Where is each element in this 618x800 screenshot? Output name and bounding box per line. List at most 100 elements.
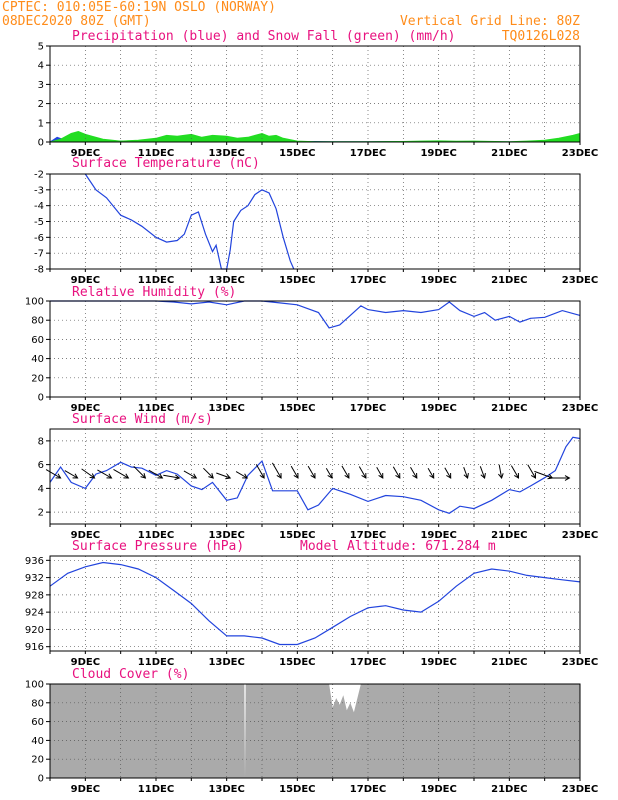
x-tick-label: 9DEC <box>71 275 100 286</box>
y-tick-label: 936 <box>25 556 44 567</box>
y-tick-label: 4 <box>38 484 44 495</box>
x-tick-label: 17DEC <box>350 784 386 795</box>
y-tick-label: 20 <box>31 373 44 384</box>
x-tick-label: 23DEC <box>562 784 598 795</box>
wind-arrow-shaft <box>358 466 367 479</box>
panel-2: -8 -7 -6 -5 -4 -3 -2 9DEC 11DEC 13DEC 15DEC 17DEC 19… <box>34 170 598 287</box>
x-tick-label: 19DEC <box>420 784 456 795</box>
x-tick-label: 13DEC <box>208 403 244 414</box>
x-tick-label: 15DEC <box>279 784 315 795</box>
y-tick-label: 100 <box>25 297 44 308</box>
wind-arrow <box>358 466 367 479</box>
y-tick-label: 1 <box>38 118 44 129</box>
wind-arrow <box>81 468 96 479</box>
panel-6: 0 20 40 60 80 100 9DEC 11DEC 13DEC 15DEC 17DEC 19DE… <box>25 680 598 796</box>
wind-arrow-shaft <box>463 467 469 479</box>
wind-arrow-head <box>395 472 401 479</box>
wind-arrow-head <box>344 472 350 479</box>
wind-arrow-shaft <box>341 465 350 479</box>
y-tick-label: 4 <box>38 61 44 72</box>
wind-arrow-shaft <box>148 469 163 479</box>
wind-arrow-shaft <box>203 467 214 479</box>
y-tick-label: 2 <box>38 508 44 519</box>
y-tick-label: -2 <box>34 170 44 181</box>
x-tick-label: 15DEC <box>279 657 315 668</box>
x-tick-label: 17DEC <box>350 403 386 414</box>
y-tick-label: 924 <box>25 608 44 619</box>
x-tick-label: 23DEC <box>562 530 598 541</box>
x-tick-label: 21DEC <box>491 530 527 541</box>
wind-arrow-head <box>225 473 232 480</box>
wind-arrow-shaft <box>534 470 553 479</box>
wind-arrow-head <box>123 473 130 479</box>
y-tick-label: 6 <box>38 460 44 471</box>
wind-arrow-head <box>242 473 249 479</box>
panel-3: 0 20 40 60 80 100 9DEC 11DEC 13DEC 15DEC 17DEC 19DE… <box>25 297 598 415</box>
wind-arrow-shaft <box>271 462 282 479</box>
y-tick-label: 80 <box>31 698 44 709</box>
x-tick-label: 11DEC <box>138 275 174 286</box>
x-tick-label: 9DEC <box>71 657 100 668</box>
wind-arrow <box>255 464 265 479</box>
y-tick-label: -5 <box>34 217 44 228</box>
wind-arrow <box>392 466 401 479</box>
wind-arrow-head <box>174 474 181 481</box>
wind-arrow-shaft <box>290 465 299 479</box>
panel-frame <box>49 555 581 652</box>
y-tick-label: 920 <box>25 625 44 636</box>
wind-arrow-shaft <box>64 470 78 479</box>
wind-arrow-head <box>446 472 452 479</box>
x-tick-label: 13DEC <box>208 784 244 795</box>
panel-3-title: Relative Humidity (%) <box>72 285 236 300</box>
y-tick-label: 5 <box>38 42 44 53</box>
x-tick-label: 17DEC <box>350 148 386 159</box>
panel-1: 0 1 2 3 4 5 9DEC 11DEC 13DEC 15DEC 17DEC 19DEC 21DEC… <box>38 42 599 160</box>
snowfall-area <box>49 130 581 143</box>
y-tick-label: -3 <box>34 185 44 196</box>
wind-arrow-shaft <box>427 467 435 479</box>
wind-arrow-head <box>463 473 469 479</box>
x-tick-label: 17DEC <box>350 275 386 286</box>
wind-arrow-head <box>89 473 96 479</box>
x-tick-label: 9DEC <box>71 403 100 414</box>
wind-arrow-head <box>564 475 571 481</box>
wind-arrow-head <box>530 472 537 479</box>
wind-arrow-shaft <box>163 474 180 479</box>
x-tick-label: 21DEC <box>491 784 527 795</box>
wind-arrow-shaft <box>235 471 248 479</box>
wind-arrow-head <box>208 473 214 479</box>
wind-arrow <box>479 466 486 479</box>
panel-5: 916 920 924 928 932 936 9DEC 11DEC 13DEC 15DEC 17D… <box>25 555 598 668</box>
x-tick-label: 11DEC <box>138 784 174 795</box>
wind-arrow-shaft <box>527 464 536 479</box>
wind-arrow <box>235 471 249 479</box>
wind-arrow-head <box>327 472 333 479</box>
wind-arrow-head <box>106 473 113 479</box>
wind-arrow <box>64 470 79 479</box>
wind-arrow-head <box>191 473 198 479</box>
x-tick-label: 21DEC <box>491 148 527 159</box>
wind-arrow-head <box>276 472 282 479</box>
series-line <box>84 173 295 270</box>
x-tick-label: 23DEC <box>562 275 598 286</box>
wind-arrow-shaft <box>479 466 486 479</box>
y-tick-label: -8 <box>34 265 44 276</box>
y-tick-label: 916 <box>25 642 44 653</box>
wind-arrow-shaft <box>444 467 452 479</box>
wind-arrow-shaft <box>216 472 231 479</box>
wind-arrow-shaft <box>510 465 519 479</box>
wind-arrow-shaft <box>183 470 197 479</box>
wind-arrow-head <box>140 473 147 479</box>
wind-arrow <box>307 465 316 479</box>
x-tick-label: 13DEC <box>208 530 244 541</box>
wind-arrow-shaft <box>307 465 316 479</box>
x-tick-label: 11DEC <box>138 530 174 541</box>
wind-arrow-head <box>412 472 418 479</box>
x-tick-label: 19DEC <box>420 403 456 414</box>
y-tick-label: 0 <box>38 774 44 785</box>
x-tick-label: 15DEC <box>279 530 315 541</box>
wind-arrow-shaft <box>498 464 503 479</box>
wind-arrow-head <box>310 472 316 479</box>
series-line <box>49 436 581 514</box>
